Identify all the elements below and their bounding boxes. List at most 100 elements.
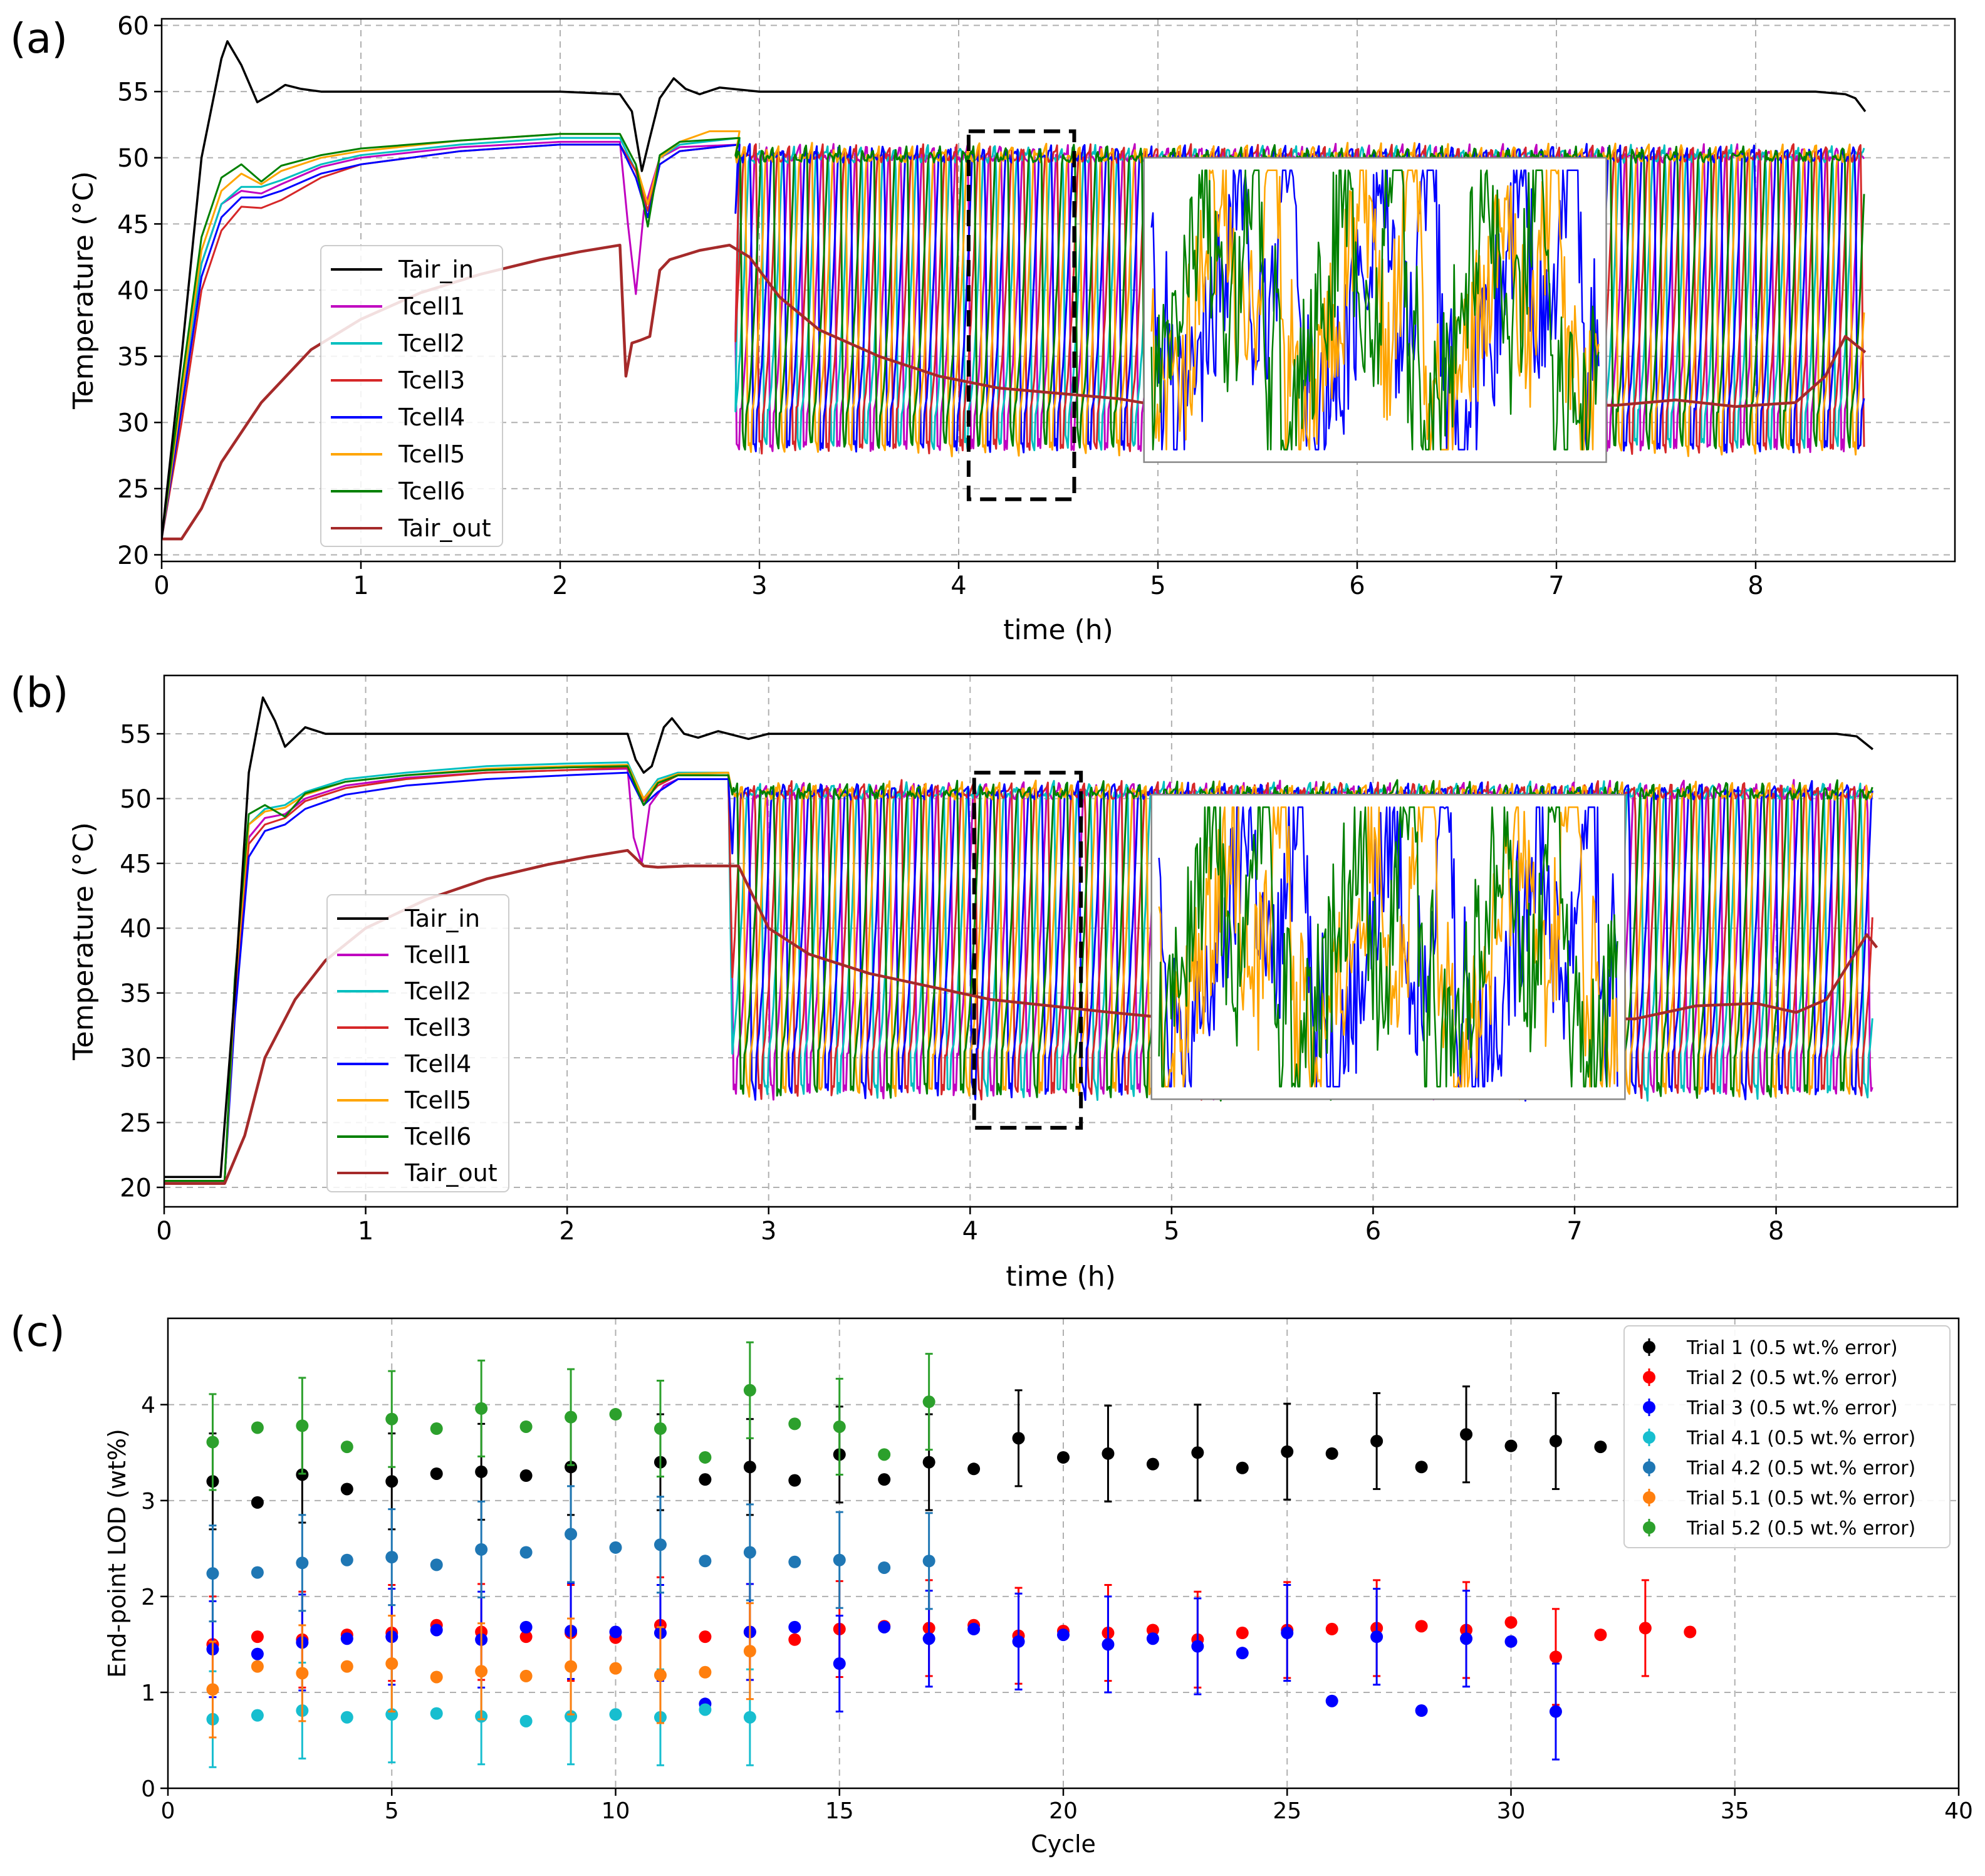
data-point (1102, 1447, 1115, 1460)
data-point (788, 1474, 801, 1487)
legend-box (326, 894, 509, 1192)
data-point (1684, 1625, 1697, 1639)
inset-line-tcell4 (1158, 806, 1618, 1088)
data-point (385, 1657, 399, 1670)
legend-marker (1643, 1461, 1655, 1474)
x-tick-label: 1 (353, 571, 368, 600)
series-line-tair_in (164, 696, 1873, 1179)
panel-a-inset-zoom (1143, 157, 1607, 463)
y-tick-label: 35 (120, 979, 152, 1008)
data-point (1370, 1434, 1383, 1447)
data-point (1639, 1622, 1652, 1635)
data-point (833, 1657, 846, 1670)
data-point (1325, 1447, 1338, 1460)
data-point (1281, 1627, 1294, 1640)
series-group-6 (206, 1602, 756, 1739)
x-tick-label: 0 (161, 1798, 175, 1824)
data-point (430, 1422, 443, 1436)
data-point (385, 1412, 399, 1425)
legend-label-tair_out: Tair_out (404, 1159, 498, 1187)
legend-box (1623, 1325, 1951, 1548)
data-point (833, 1553, 846, 1566)
y-tick-label: 40 (120, 915, 152, 944)
x-tick-label: 0 (156, 1217, 172, 1246)
data-point (967, 1462, 981, 1476)
data-point (565, 1710, 578, 1723)
x-tick-label: 5 (1164, 1217, 1179, 1246)
data-point (1146, 1457, 1159, 1471)
x-tick-label: 40 (1944, 1798, 1973, 1824)
data-point (1236, 1461, 1249, 1474)
panel-b-legend: Tair_in Tcell1 Tcell2 Tcell3 Tcell4 Tcell5 Tce… (326, 894, 509, 1192)
legend-marker (1643, 1371, 1655, 1384)
data-point (1102, 1638, 1115, 1651)
legend-box (320, 245, 503, 547)
panel-c-xlabel: Cycle (1031, 1830, 1096, 1858)
x-tick-label: 35 (1721, 1798, 1749, 1824)
panel-c-ticks: 0 5 10 15 20 25 30 35 40 0 1 2 3 4 (141, 1393, 1973, 1824)
data-point (519, 1620, 533, 1634)
data-point (1146, 1623, 1159, 1637)
y-tick-label: 3 (141, 1489, 155, 1514)
legend-label: Trial 5.2 (0.5 wt.% error) (1686, 1518, 1915, 1540)
y-tick-label: 25 (120, 1109, 152, 1138)
data-point (340, 1441, 353, 1454)
data-point (296, 1419, 309, 1432)
data-point (1549, 1650, 1562, 1664)
data-point (385, 1551, 399, 1564)
legend-label-tcell1: Tcell1 (398, 293, 465, 320)
x-tick-label: 4 (962, 1217, 978, 1246)
data-point (1325, 1694, 1338, 1707)
data-point (743, 1645, 756, 1658)
data-point (385, 1475, 399, 1488)
y-tick-label: 35 (117, 343, 149, 372)
data-point (878, 1620, 891, 1634)
data-point (251, 1566, 264, 1579)
data-point (519, 1714, 533, 1727)
inset-line-tcell6 (1158, 806, 1618, 1088)
data-point (340, 1711, 353, 1724)
data-point (519, 1669, 533, 1682)
data-point (206, 1436, 219, 1449)
data-point (340, 1660, 353, 1673)
x-tick-label: 2 (552, 571, 568, 600)
legend-label: Trial 3 (0.5 wt.% error) (1686, 1397, 1898, 1419)
x-tick-label: 10 (602, 1798, 630, 1824)
data-point (430, 1623, 443, 1637)
legend-label-tcell6: Tcell6 (398, 477, 465, 505)
data-point (251, 1421, 264, 1434)
data-point (1370, 1630, 1383, 1644)
data-point (699, 1473, 712, 1486)
data-point (788, 1417, 801, 1430)
data-point (654, 1538, 667, 1551)
data-point (340, 1483, 353, 1496)
data-point (519, 1469, 533, 1483)
legend-label: Trial 4.1 (0.5 wt.% error) (1686, 1427, 1915, 1449)
data-point (743, 1546, 756, 1559)
data-point (475, 1402, 488, 1415)
x-tick-label: 4 (951, 571, 966, 600)
data-point (1415, 1704, 1428, 1717)
x-tick-label: 1 (358, 1217, 373, 1246)
data-point (967, 1622, 981, 1635)
data-point (475, 1665, 488, 1678)
y-tick-label: 30 (117, 409, 149, 438)
y-tick-label: 4 (141, 1393, 155, 1419)
data-point (1504, 1439, 1518, 1452)
data-point (878, 1561, 891, 1574)
x-tick-label: 15 (825, 1798, 854, 1824)
data-point (609, 1541, 622, 1554)
data-point (1236, 1647, 1249, 1660)
series-group-7 (206, 1341, 935, 1491)
legend-marker (1643, 1521, 1655, 1534)
data-point (475, 1543, 488, 1556)
data-point (609, 1408, 622, 1421)
legend-label-tcell5: Tcell5 (404, 1087, 471, 1114)
data-point (1146, 1632, 1159, 1645)
inset-line-tcell6 (1150, 169, 1600, 451)
y-tick-label: 55 (117, 78, 149, 107)
data-point (743, 1711, 756, 1724)
